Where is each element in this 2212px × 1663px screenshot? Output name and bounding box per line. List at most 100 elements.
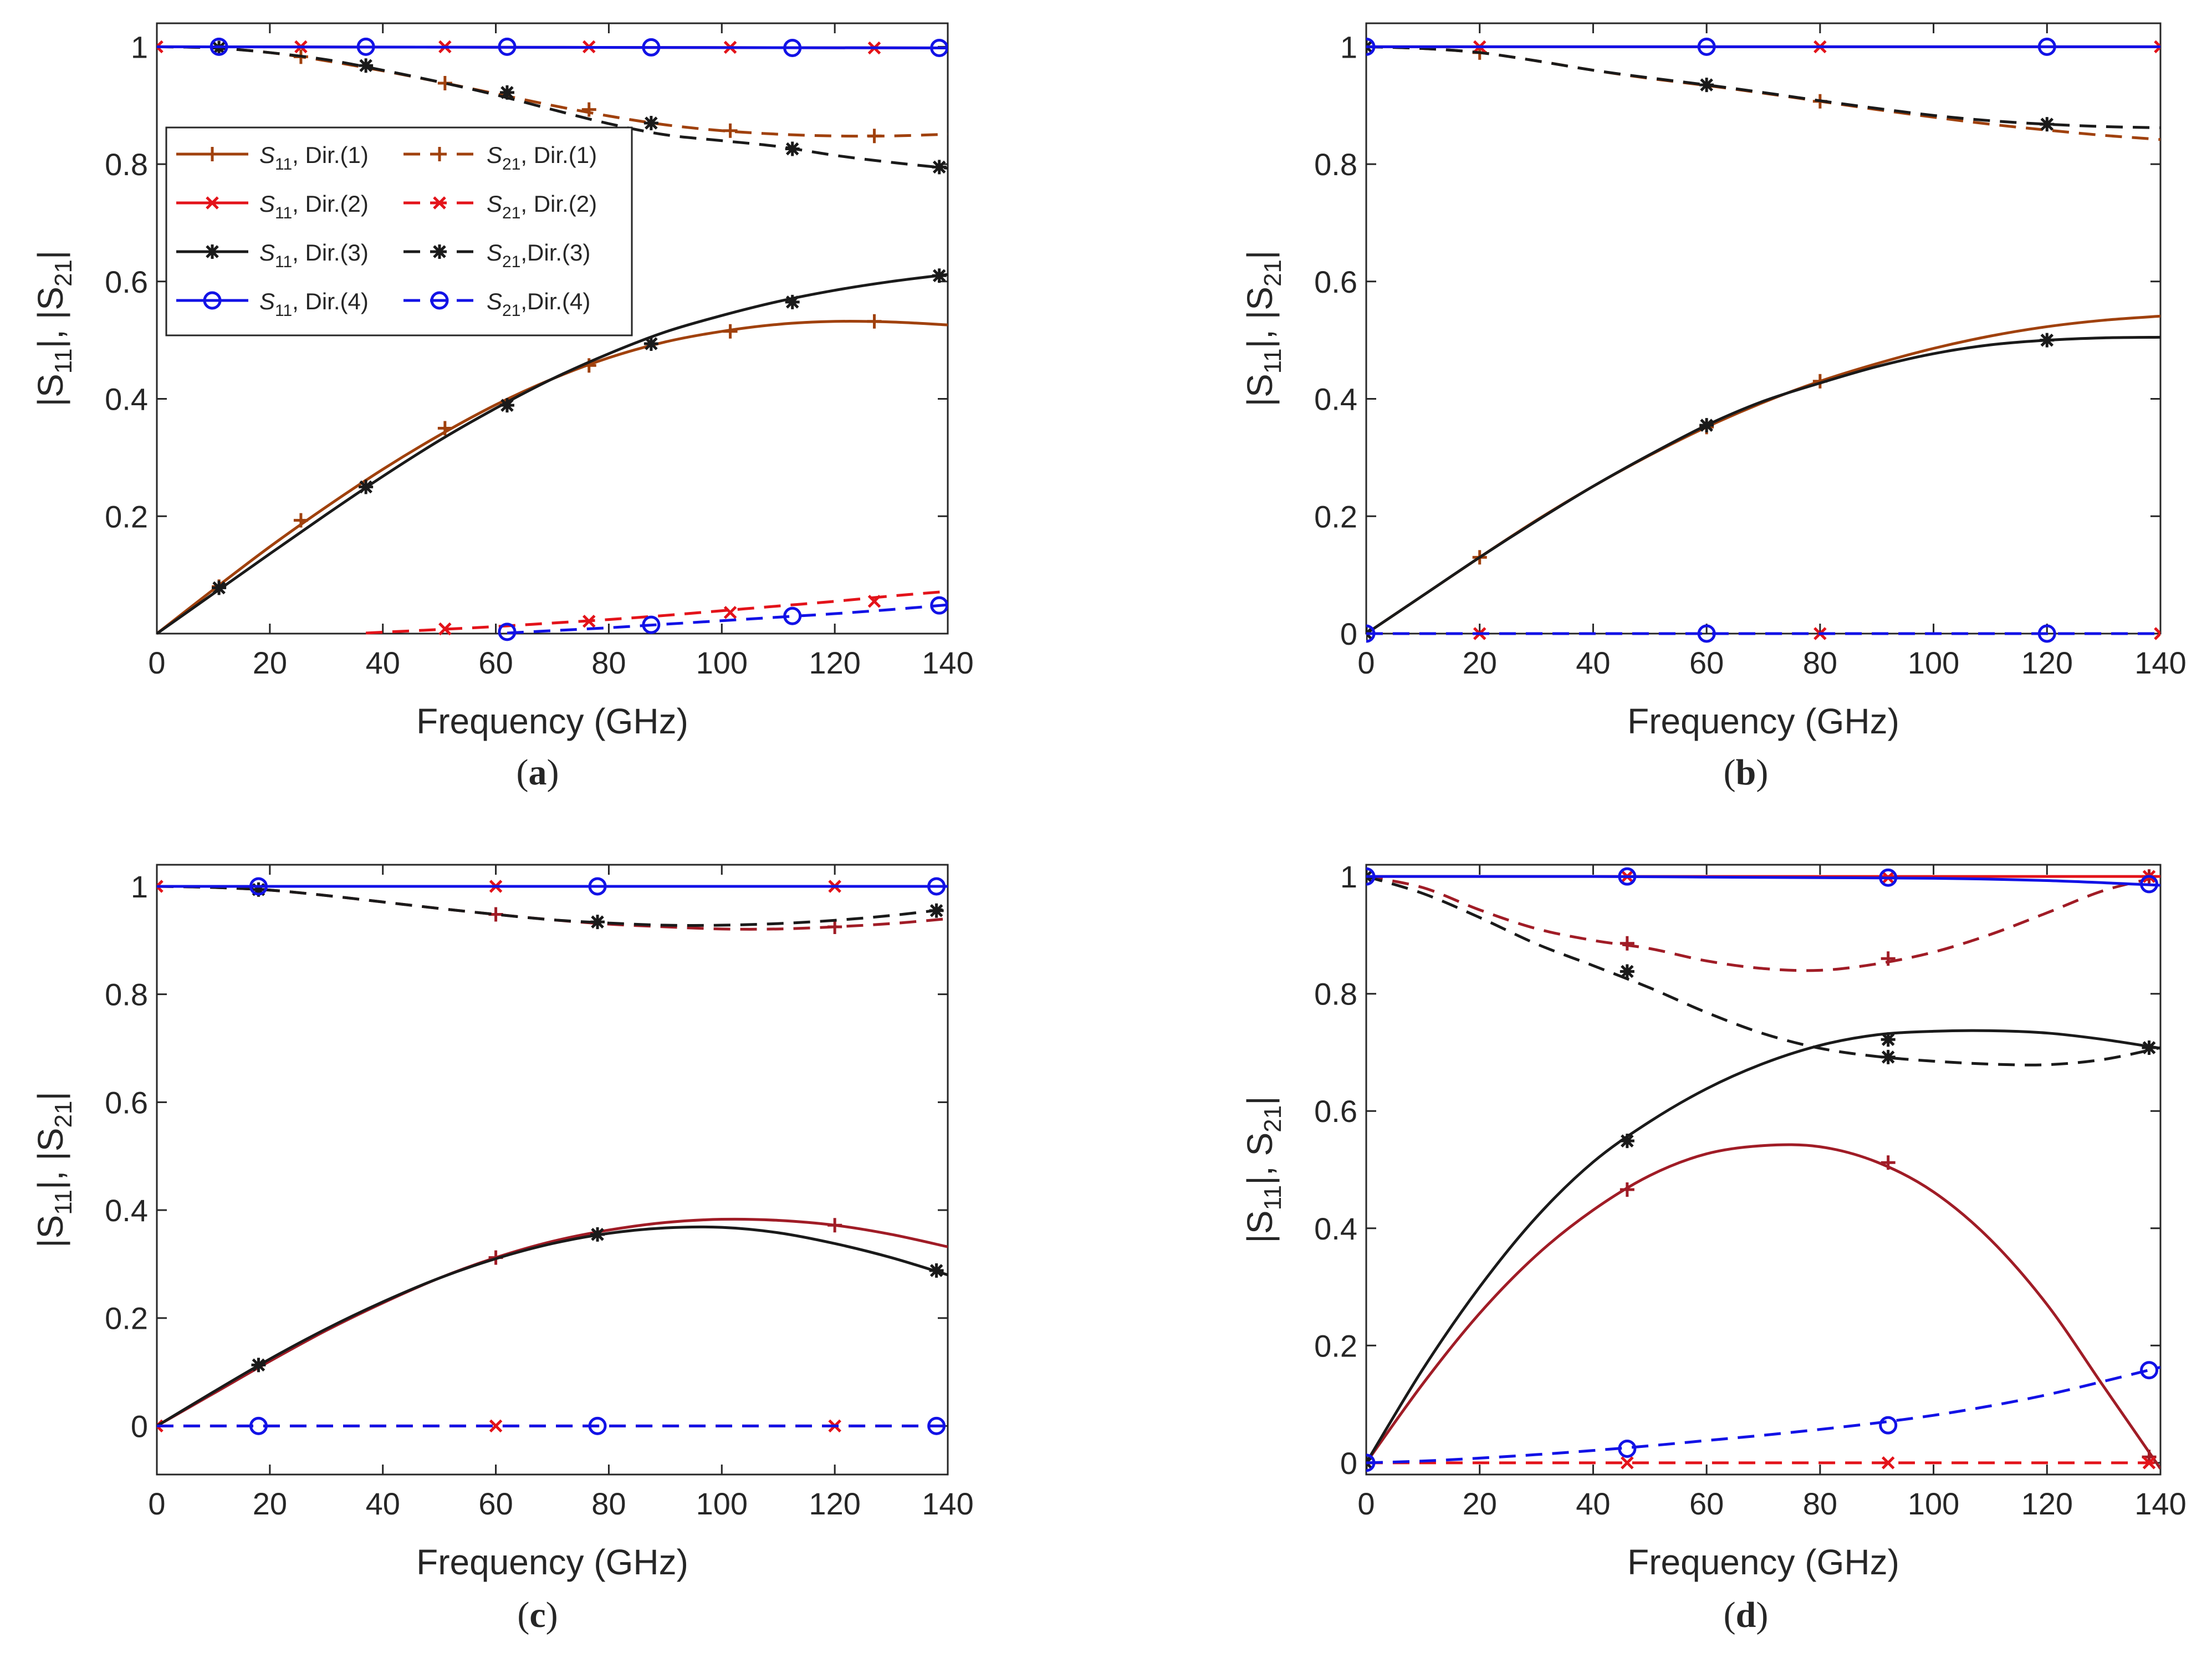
y-tick-label: 0.4 (105, 1193, 148, 1228)
legend-entry: S11, Dir.(4) (176, 288, 369, 320)
x-tick-label: 80 (1803, 645, 1837, 680)
panel-caption: (d) (1724, 1595, 1769, 1635)
data-point-marker (927, 877, 946, 896)
data-point-marker (1620, 1134, 1634, 1149)
plot-area (1366, 37, 2160, 643)
data-point-marker (157, 880, 164, 893)
series-line (157, 273, 948, 635)
series-s11-dir-3- (1366, 333, 2160, 641)
y-tick-label: 0.8 (1314, 147, 1357, 182)
data-point-marker (1697, 624, 1716, 643)
plot-area (157, 37, 948, 641)
data-point-marker (783, 606, 802, 625)
y-tick-label: 0.6 (105, 1085, 148, 1120)
legend-entry: S11, Dir.(3) (176, 239, 369, 271)
legend-label: S21,Dir.(3) (487, 239, 590, 271)
series-s11-dir-3- (157, 1225, 948, 1427)
x-tick-label: 100 (696, 645, 748, 680)
data-point-marker (359, 479, 374, 494)
y-tick-label: 0.4 (1314, 1211, 1357, 1246)
legend-entry: S11, Dir.(2) (176, 191, 369, 222)
x-tick-label: 140 (922, 1486, 973, 1521)
y-label-text: |, |S (30, 1128, 70, 1190)
data-point-marker (723, 606, 737, 619)
data-point-marker (1618, 1439, 1637, 1458)
y-label-text: |S (30, 1215, 70, 1248)
data-point-marker (1366, 37, 1376, 56)
x-tick-label: 60 (1689, 1486, 1724, 1521)
series-s21-dir-3- (157, 882, 948, 930)
data-point-marker (1621, 1456, 1634, 1470)
data-point-marker (2040, 333, 2055, 348)
series-line (157, 1225, 948, 1427)
legend-swatch-marker (433, 196, 446, 210)
data-point-marker (783, 38, 802, 57)
x-tick-label: 0 (148, 1486, 165, 1521)
legend-entry: S21,Dir.(3) (403, 239, 590, 271)
y-label-text: | (1240, 250, 1280, 259)
data-point-marker (1879, 868, 1898, 887)
legend-swatch-marker (432, 244, 447, 259)
data-point-marker (867, 595, 881, 608)
y-tick-label: 0 (1340, 616, 1357, 651)
y-label-subscript: 11 (50, 349, 77, 374)
x-tick-label: 20 (1463, 1486, 1497, 1521)
legend-swatch-marker (205, 147, 219, 161)
series-line (1366, 875, 2160, 1067)
data-point-marker (498, 37, 517, 56)
data-point-marker (1699, 78, 1714, 93)
legend-entry: S21,Dir.(4) (403, 288, 590, 320)
data-point-marker (1881, 1049, 1896, 1064)
data-point-marker (2140, 1361, 2159, 1380)
x-axis-label: Frequency (GHz) (416, 1542, 688, 1582)
series-s21-dir-4- (498, 596, 948, 641)
chart-panel-d: 0 20 40 60 80 100 120 140 0 0.2 0.4 0.6 0.8 1 Frequenc… (1240, 859, 2187, 1635)
data-point-marker (643, 115, 658, 130)
caption-letter: d (1736, 1595, 1756, 1635)
series-line (1366, 45, 2160, 129)
chart-panel-b: 0 20 40 60 80 100 120 140 0 0.2 0.4 0.6 0.8 1 Frequenc… (1240, 22, 2187, 793)
legend-label: S11, Dir.(4) (259, 288, 369, 320)
x-tick-label: 120 (809, 1486, 860, 1521)
data-point-marker (356, 37, 375, 56)
y-label-subscript: 11 (1259, 349, 1286, 374)
y-label-text: |, S (1240, 1133, 1280, 1185)
data-point-marker (2037, 37, 2056, 56)
legend-label: S21, Dir.(2) (487, 191, 597, 222)
data-point-marker (2142, 1040, 2157, 1055)
data-point-marker (2154, 40, 2160, 54)
series-s21-dir-4- (1366, 624, 2160, 643)
data-point-marker (643, 336, 658, 351)
x-tick-label: 100 (696, 1486, 748, 1521)
data-point-marker (438, 622, 452, 636)
y-tick-label: 0.8 (1314, 977, 1357, 1012)
y-axis-label: |S11|, |S21| (30, 250, 77, 406)
data-point-marker (588, 1416, 607, 1435)
panel-caption: (b) (1724, 752, 1769, 793)
series-line (366, 590, 948, 635)
axes-box (156, 864, 949, 1476)
series-line (157, 45, 948, 49)
series-line (157, 45, 948, 170)
x-tick-label: 120 (809, 645, 860, 680)
axes-box (1365, 864, 2162, 1476)
legend-label: S21,Dir.(4) (487, 288, 590, 320)
series-s11-dir-3- (157, 268, 948, 635)
data-point-marker (1366, 1453, 1376, 1472)
data-point-marker (2154, 627, 2160, 640)
data-point-marker (2140, 875, 2159, 894)
data-point-marker (1881, 1155, 1896, 1170)
y-axis-label: |S11|, |S21| (30, 1091, 77, 1248)
y-axis-label: |S11|, |S21| (1240, 250, 1286, 406)
series-s21-dir-3- (1366, 869, 2160, 1067)
x-axis-label: Frequency (GHz) (1627, 1542, 1899, 1582)
data-point-marker (582, 615, 596, 628)
data-point-marker (785, 141, 800, 156)
caption-letter: b (1736, 752, 1756, 793)
x-tick-label: 140 (922, 645, 973, 680)
x-tick-label: 40 (366, 645, 400, 680)
x-tick-label: 40 (366, 1486, 400, 1521)
x-tick-label: 20 (253, 1486, 287, 1521)
y-tick-label: 1 (1340, 29, 1357, 64)
